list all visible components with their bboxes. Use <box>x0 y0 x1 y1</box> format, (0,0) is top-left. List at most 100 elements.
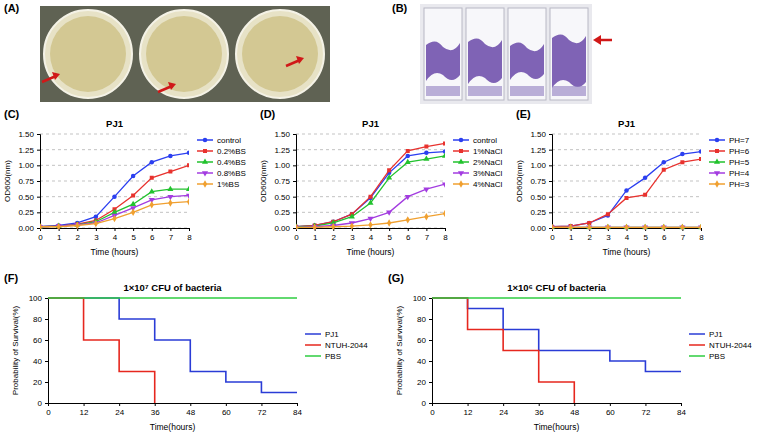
tick-mark <box>429 361 432 362</box>
x-axis: 012243648607284 <box>430 403 686 417</box>
tick-mark <box>37 181 40 182</box>
series-line <box>552 159 701 227</box>
tick-label: 40 <box>417 357 426 366</box>
legend-swatch <box>305 344 321 346</box>
tick-label: 0 <box>38 399 43 408</box>
series-line <box>48 298 297 393</box>
tick: 72 <box>641 403 650 417</box>
tick-label: 0.75 <box>274 177 290 186</box>
tick: 0.00 <box>18 224 40 233</box>
grid-line <box>552 165 701 166</box>
tick: 1 <box>569 228 574 242</box>
legend-item: PBS <box>689 352 725 361</box>
x-axis-title: Time (hours) <box>603 247 651 257</box>
series-marker <box>296 224 298 230</box>
series-marker <box>187 198 189 205</box>
tick-label: 100 <box>29 294 43 303</box>
y-axis: 0.000.250.500.751.001.251.50 <box>18 130 40 233</box>
legend-marker <box>458 158 464 163</box>
legend-marker <box>203 149 207 153</box>
tube <box>424 8 462 100</box>
series-marker <box>442 182 445 187</box>
tick: 4 <box>625 228 630 242</box>
y-axis: 020406080100 <box>29 294 49 408</box>
axis-line <box>41 229 190 232</box>
tick: 1.00 <box>274 161 296 170</box>
tick-label: 7 <box>425 233 430 242</box>
tick-label: 48 <box>570 408 579 417</box>
tick: 24 <box>115 403 124 417</box>
tick: 0 <box>422 399 432 408</box>
tick: 0.50 <box>530 193 552 202</box>
legend-marker <box>715 180 719 187</box>
legend-label: PH=5 <box>729 158 750 167</box>
legend-item: NTUH-2044 <box>689 341 752 350</box>
tick: 1.50 <box>274 130 296 139</box>
x-axis: 012345678 <box>550 228 704 242</box>
tick-label: 0 <box>38 233 43 242</box>
chart-title: 1×10⁷ CFU of bacteria <box>123 282 222 293</box>
tick: 0.25 <box>530 208 552 217</box>
grid-line <box>296 134 445 135</box>
legend-label: PH=3 <box>729 180 750 189</box>
tick-label: 1.00 <box>18 161 34 170</box>
series-marker <box>568 224 572 230</box>
tick-label: 5 <box>131 233 136 242</box>
tick-mark <box>293 181 296 182</box>
tick: 3 <box>350 228 355 242</box>
tick: 0 <box>38 399 48 408</box>
series-marker <box>187 151 189 156</box>
tick-mark <box>37 150 40 151</box>
x-axis-title: Time (hours) <box>347 247 395 257</box>
legend: PH=7PH=6PH=5PH=4PH=3 <box>709 136 750 189</box>
tick-label: 0.50 <box>274 193 290 202</box>
legend-item: 1%NaCl <box>453 147 503 156</box>
chart-panel: (F)1×10⁷ CFU of bacteria0122436486072840… <box>4 272 368 432</box>
tick-mark <box>226 403 227 406</box>
tick: 6 <box>662 228 667 242</box>
tick: 3 <box>606 228 611 242</box>
series-line <box>432 297 681 299</box>
legend-marker <box>459 180 463 187</box>
series-marker <box>424 145 428 149</box>
series-marker <box>131 174 136 179</box>
legend-item: 4%NaCl <box>453 180 503 189</box>
series-marker <box>149 188 155 193</box>
series-line <box>296 184 445 227</box>
tick-label: 0 <box>550 233 555 242</box>
tick-mark <box>45 298 48 299</box>
tick-label: 0.25 <box>530 208 546 217</box>
series-marker <box>149 160 154 165</box>
tick-mark <box>426 228 427 231</box>
series-marker <box>606 212 610 216</box>
legend-label: PJ1 <box>709 330 723 339</box>
y-axis-title: Probability of Survival(%) <box>11 305 20 395</box>
y-axis: 0.000.250.500.751.001.251.50 <box>274 130 296 233</box>
tick: 0 <box>46 403 51 417</box>
series-marker <box>387 219 391 226</box>
tube <box>550 8 588 100</box>
series-line <box>552 152 701 227</box>
series-marker <box>167 186 173 191</box>
tick: 60 <box>222 403 231 417</box>
legend: control0.2%BS0.4%BS0.8%BS1%BS <box>197 136 246 189</box>
series-marker <box>424 151 429 156</box>
tick-mark <box>189 228 190 231</box>
tick-label: 60 <box>222 408 231 417</box>
series-marker <box>168 199 172 206</box>
tick-label: 6 <box>662 233 667 242</box>
tick-label: 4 <box>113 233 118 242</box>
tick-label: 1.50 <box>530 130 546 139</box>
tick: 6 <box>406 228 411 242</box>
tick: 0 <box>550 228 555 242</box>
culture-medium <box>50 16 126 92</box>
figure: (A)(B)(C)PJ10123456780.000.250.500.751.0… <box>0 0 767 443</box>
tick: 1.00 <box>530 161 552 170</box>
tick-mark <box>468 403 469 406</box>
legend-marker <box>203 180 207 187</box>
tick-label: 60 <box>33 336 42 345</box>
x-axis-title: Time(hours) <box>150 422 196 432</box>
series-marker <box>552 224 554 230</box>
tick: 20 <box>417 378 432 387</box>
series-marker <box>423 156 429 161</box>
